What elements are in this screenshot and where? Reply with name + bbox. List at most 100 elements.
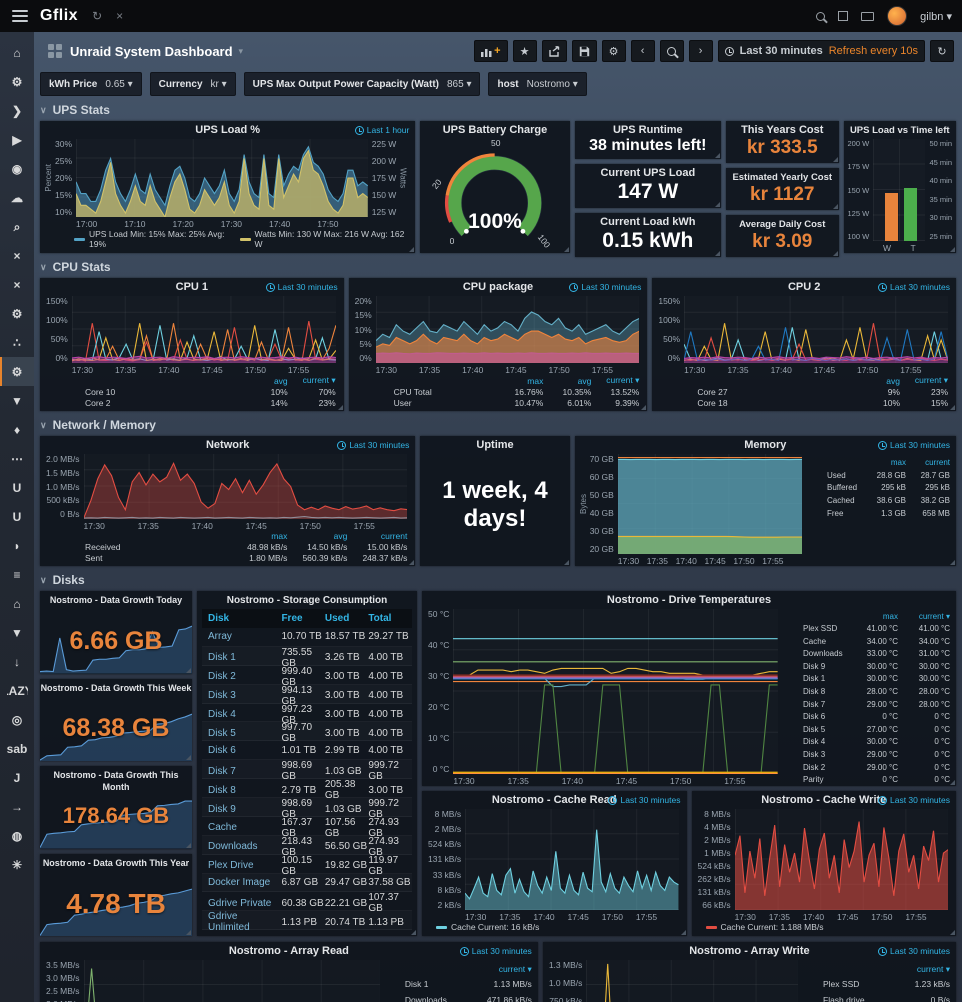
ups-bars-chart[interactable] xyxy=(873,139,926,241)
variable-value[interactable]: kr ▾ xyxy=(210,78,227,90)
sidebar-app-item[interactable]: ≡ xyxy=(0,560,34,589)
menu-icon[interactable] xyxy=(12,10,28,22)
sidebar-app-item[interactable]: ☁ xyxy=(0,183,34,212)
legend-item[interactable]: Cache 34.00 °C 34.00 °C xyxy=(788,635,950,648)
panel-title[interactable]: Nostromo - Drive Temperatures xyxy=(606,594,772,606)
variable-value[interactable]: 865 ▾ xyxy=(447,78,472,90)
ups-load-chart[interactable] xyxy=(76,139,368,217)
panel-title[interactable]: UPS Load % xyxy=(195,124,261,136)
legend-item[interactable]: Parity 0 °C 0 °C xyxy=(788,773,950,786)
legend-item[interactable]: Disk 7 29.00 °C 28.00 °C xyxy=(788,698,950,711)
panel-title[interactable]: Nostromo - Array Read xyxy=(228,945,349,957)
legend-item[interactable]: Disk 4 30.00 °C 0 °C xyxy=(788,736,950,749)
legend-item[interactable]: Disk 3 29.00 °C 0 °C xyxy=(788,748,950,761)
panel-title[interactable]: Current UPS Load xyxy=(600,167,696,179)
legend-item[interactable]: Downloads 33.00 °C 31.00 °C xyxy=(788,647,950,660)
sidebar-app-item[interactable]: ✳ xyxy=(0,850,34,879)
panel-title[interactable]: Nostromo - Cache Read xyxy=(491,794,617,806)
legend-item[interactable]: Cached 38.6 GB 38.2 GB xyxy=(812,494,950,507)
variable-value[interactable]: 0.65 ▾ xyxy=(105,78,133,90)
legend-item[interactable]: Used 28.8 GB 28.7 GB xyxy=(812,469,950,482)
sidebar-app-item[interactable]: ⌂ xyxy=(0,38,34,67)
legend-item[interactable]: Free 1.3 GB 658 MB xyxy=(812,507,950,520)
legend-item[interactable]: Core 18 10% 15% xyxy=(682,397,948,408)
section-ups-stats[interactable]: ∨ UPS Stats xyxy=(40,103,956,117)
sidebar-app-item[interactable]: ⚙ xyxy=(0,357,34,386)
variable-dropdown[interactable]: host Nostromo ▾ xyxy=(488,72,587,96)
star-button[interactable]: ★ xyxy=(512,40,537,62)
legend-item[interactable]: Disk 9 30.00 °C 30.00 °C xyxy=(788,660,950,673)
sidebar-app-item[interactable]: ▶ xyxy=(0,125,34,154)
display-icon[interactable] xyxy=(861,11,875,21)
legend-item[interactable]: CPU Total 16.76% 10.35% 13.52% xyxy=(379,386,640,397)
sidebar-app-item[interactable]: ⌂ xyxy=(0,589,34,618)
panel-title[interactable]: Nostromo - Data Growth This Year xyxy=(42,857,190,868)
legend-item[interactable]: Disk 5 27.00 °C 0 °C xyxy=(788,723,950,736)
panel-title[interactable]: This Years Cost xyxy=(741,124,824,136)
panel-title[interactable]: Nostromo - Cache Write xyxy=(761,794,887,806)
time-forward-button[interactable]: › xyxy=(688,40,713,62)
cache-write-chart[interactable] xyxy=(734,809,948,910)
memory-chart[interactable] xyxy=(617,454,802,554)
legend-item[interactable]: Plex SSD 1.23 kB/s xyxy=(808,976,950,992)
panel-title[interactable]: UPS Load vs Time left xyxy=(849,125,950,136)
legend-item[interactable]: Plex SSD 41.00 °C 41.00 °C xyxy=(788,622,950,635)
sidebar-app-item[interactable]: U xyxy=(0,502,34,531)
legend-item[interactable]: Disk 1 1.13 MB/s xyxy=(390,976,532,992)
sidebar-app-item[interactable]: → xyxy=(0,792,34,821)
sidebar-app-item[interactable]: ▼ xyxy=(0,618,34,647)
variable-value[interactable]: Nostromo ▾ xyxy=(526,78,578,90)
sidebar-app-item[interactable]: U xyxy=(0,473,34,502)
zoom-out-button[interactable] xyxy=(659,40,684,62)
cpu2-chart[interactable] xyxy=(684,296,948,363)
panel-title[interactable]: Nostromo - Array Write xyxy=(689,945,810,957)
panel-title[interactable]: UPS Runtime xyxy=(612,124,683,136)
variable-dropdown[interactable]: UPS Max Output Power Capacity (Watt) 865… xyxy=(243,72,481,96)
sidebar-app-item[interactable]: ⌕ xyxy=(0,212,34,241)
section-network-memory[interactable]: ∨ Network / Memory xyxy=(40,418,956,432)
sidebar-app-item[interactable]: LAZY xyxy=(0,676,34,705)
section-disks[interactable]: ∨ Disks xyxy=(40,573,956,587)
legend-item[interactable]: Sent 1.80 MB/s 560.39 kB/s 248.37 kB/s xyxy=(70,552,407,563)
legend-item[interactable]: UPS Load Min: 15% Max: 25% Avg: 19% xyxy=(89,229,225,249)
panel-title[interactable]: CPU 2 xyxy=(787,281,821,293)
sidebar-app-item[interactable]: ❯ xyxy=(0,96,34,125)
sidebar-app-item[interactable]: ⋯ xyxy=(0,444,34,473)
sidebar-app-item[interactable]: ◉ xyxy=(0,154,34,183)
close-icon[interactable]: × xyxy=(116,9,124,23)
sidebar-app-item[interactable]: sab xyxy=(0,734,34,763)
legend-item[interactable]: Cache Current: 16 kB/s xyxy=(451,922,540,932)
legend-item[interactable]: Core 2 14% 23% xyxy=(70,397,336,408)
panel-title[interactable]: Average Daily Cost xyxy=(739,219,826,230)
sync-icon[interactable]: ↻ xyxy=(92,9,103,23)
dashboard-title[interactable]: Unraid System Dashboard xyxy=(70,43,233,59)
settings-button[interactable]: ⚙ xyxy=(601,40,626,62)
cache-read-chart[interactable] xyxy=(465,809,679,910)
sidebar-app-item[interactable]: ∴ xyxy=(0,328,34,357)
panel-title[interactable]: CPU package xyxy=(462,281,534,293)
panel-title[interactable]: CPU 1 xyxy=(175,281,209,293)
sidebar-app-item[interactable]: J xyxy=(0,763,34,792)
legend-item[interactable]: Downloads 471.86 kB/s xyxy=(390,992,532,1002)
network-chart[interactable] xyxy=(83,454,408,519)
username[interactable]: gilbn ▾ xyxy=(920,10,952,23)
legend-item[interactable]: Disk 8 28.00 °C 28.00 °C xyxy=(788,685,950,698)
panel-title[interactable]: Estimated Yearly Cost xyxy=(732,172,833,183)
section-cpu-stats[interactable]: ∨ CPU Stats xyxy=(40,260,956,274)
panel-title[interactable]: Nostromo - Data Growth Today xyxy=(49,595,183,605)
sidebar-app-item[interactable]: ↓ xyxy=(0,647,34,676)
panel-title[interactable]: Current Load kWh xyxy=(600,216,696,228)
panel-title[interactable]: Network xyxy=(205,439,250,451)
drive-temps-chart[interactable] xyxy=(453,609,778,774)
array-write-chart[interactable] xyxy=(586,960,798,1002)
sidebar-app-item[interactable]: ◍ xyxy=(0,821,34,850)
sidebar-app-item[interactable]: ♦ xyxy=(0,415,34,444)
sidebar-app-item[interactable]: × xyxy=(0,241,34,270)
array-read-chart[interactable] xyxy=(83,960,380,1002)
add-panel-button[interactable]: + xyxy=(474,40,508,62)
sidebar-app-item[interactable]: × xyxy=(0,270,34,299)
legend-item[interactable]: Received 48.98 kB/s 14.50 kB/s 15.00 kB/s xyxy=(70,541,407,552)
avatar[interactable] xyxy=(887,6,908,26)
panel-title[interactable]: Nostromo - Data Growth This Month xyxy=(53,770,179,792)
